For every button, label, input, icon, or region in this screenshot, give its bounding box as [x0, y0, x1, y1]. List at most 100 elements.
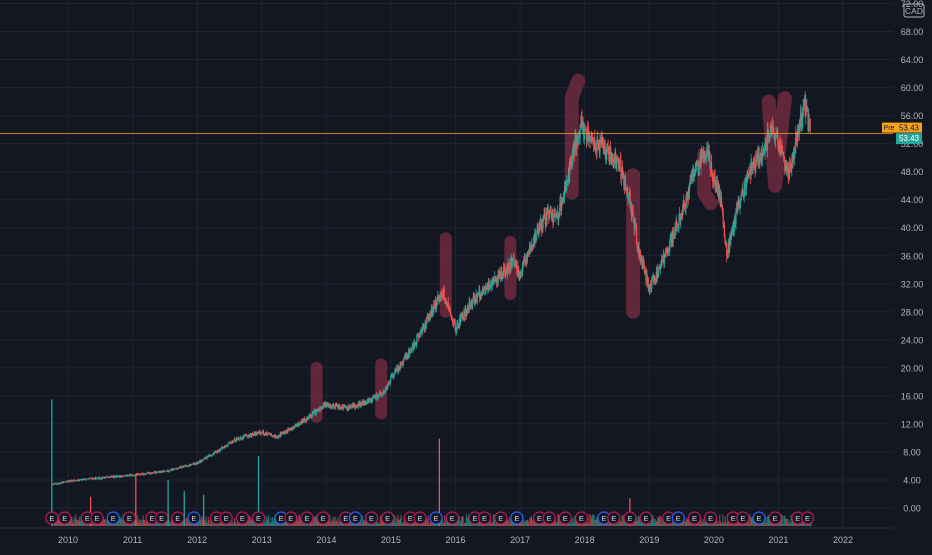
candle-body: [304, 418, 306, 422]
candle-body: [251, 433, 253, 435]
earnings-marker[interactable]: E: [219, 511, 233, 525]
earnings-marker[interactable]: E: [235, 511, 249, 525]
earnings-marker[interactable]: E: [316, 511, 330, 525]
candle-body: [723, 223, 725, 226]
earnings-label: E: [385, 514, 390, 523]
volume-bar: [177, 523, 179, 526]
x-tick-label: 2012: [187, 535, 207, 545]
volume-bar: [527, 520, 529, 526]
volume-bar: [388, 522, 391, 526]
volume-bar: [86, 523, 88, 526]
earnings-marker[interactable]: E: [671, 511, 685, 525]
earnings-marker[interactable]: E: [736, 511, 750, 525]
earnings-circle: [687, 511, 702, 525]
earnings-marker[interactable]: E: [752, 511, 766, 525]
candle-body: [242, 435, 244, 440]
earnings-marker[interactable]: E: [477, 511, 492, 525]
volume-bar: [309, 523, 311, 526]
candle-body: [480, 295, 482, 297]
candle-body: [455, 329, 458, 332]
earnings-marker[interactable]: E: [768, 511, 782, 525]
earnings-marker[interactable]: E: [623, 511, 637, 525]
earnings-marker[interactable]: E: [800, 511, 815, 525]
volume-bar: [798, 523, 801, 526]
volume-bar: [467, 517, 469, 526]
volume-bar: [164, 523, 166, 526]
earnings-marker[interactable]: E: [704, 511, 718, 525]
earnings-marker[interactable]: E: [364, 511, 379, 525]
earnings-marker[interactable]: E: [413, 511, 427, 525]
earnings-marker[interactable]: E: [639, 511, 653, 525]
candle-body: [268, 433, 270, 435]
candle-body: [766, 149, 768, 151]
candle-body: [134, 475, 137, 476]
earnings-marker[interactable]: E: [187, 511, 201, 525]
volume-bar: [396, 518, 398, 526]
volume-bar: [685, 518, 688, 526]
candle-body: [194, 464, 196, 466]
volume-bar: [446, 519, 448, 526]
earnings-marker[interactable]: E: [494, 511, 508, 525]
candle-body: [348, 405, 350, 408]
earnings-marker[interactable]: E: [300, 511, 314, 525]
earnings-marker[interactable]: E: [284, 511, 298, 525]
volume-bar: [73, 523, 75, 526]
earnings-label: E: [434, 514, 439, 523]
candle-body: [739, 202, 741, 208]
candle-body: [698, 159, 700, 169]
earnings-marker[interactable]: E: [381, 511, 395, 525]
volume-bar: [729, 523, 731, 526]
earnings-marker[interactable]: E: [122, 511, 136, 525]
volume-bar: [575, 519, 577, 526]
earnings-marker[interactable]: E: [45, 511, 59, 525]
earnings-marker[interactable]: E: [574, 511, 589, 525]
candle-body: [181, 466, 183, 469]
candle-body: [293, 426, 295, 429]
earnings-label: E: [85, 514, 90, 523]
candle-body: [436, 299, 438, 306]
candle-body: [559, 203, 561, 212]
volume-bar: [444, 522, 446, 526]
volume-bar: [652, 516, 654, 526]
earnings-marker[interactable]: E: [80, 511, 94, 525]
earnings-marker[interactable]: E: [106, 511, 120, 525]
candle-body: [765, 139, 767, 150]
candle-body: [488, 281, 490, 290]
candle-body: [794, 146, 796, 153]
earnings-marker[interactable]: E: [348, 511, 362, 525]
pre-value-bg: [896, 122, 922, 133]
volume-bar: [139, 519, 141, 526]
x-tick-label: 2010: [58, 535, 78, 545]
volume-bar: [499, 523, 501, 526]
earnings-marker[interactable]: E: [791, 511, 805, 525]
candle-body: [346, 408, 348, 410]
earnings-marker[interactable]: E: [58, 511, 72, 525]
earnings-marker[interactable]: E: [209, 511, 224, 525]
earnings-marker[interactable]: E: [687, 511, 702, 525]
earnings-marker[interactable]: E: [607, 511, 621, 525]
earnings-marker[interactable]: E: [251, 511, 266, 525]
earnings-marker[interactable]: E: [171, 511, 185, 525]
volume-bar: [479, 522, 481, 526]
candle-body: [195, 462, 197, 464]
candle-body: [422, 326, 424, 333]
volume-bar: [713, 522, 715, 526]
earnings-marker[interactable]: E: [510, 511, 524, 525]
candle-body: [522, 261, 524, 272]
earnings-marker[interactable]: E: [445, 511, 459, 525]
earnings-marker[interactable]: E: [558, 511, 572, 525]
volume-bar: [638, 516, 640, 526]
earnings-marker[interactable]: E: [542, 511, 556, 525]
volume-bar: [347, 522, 349, 526]
earnings-marker[interactable]: E: [155, 511, 169, 525]
volume-bar: [766, 516, 768, 526]
candle-body: [337, 404, 339, 408]
earnings-marker[interactable]: E: [90, 511, 104, 525]
earnings-label: E: [95, 514, 100, 523]
candle-body: [308, 416, 310, 417]
earnings-marker[interactable]: E: [429, 511, 443, 525]
candle-body: [272, 436, 274, 437]
